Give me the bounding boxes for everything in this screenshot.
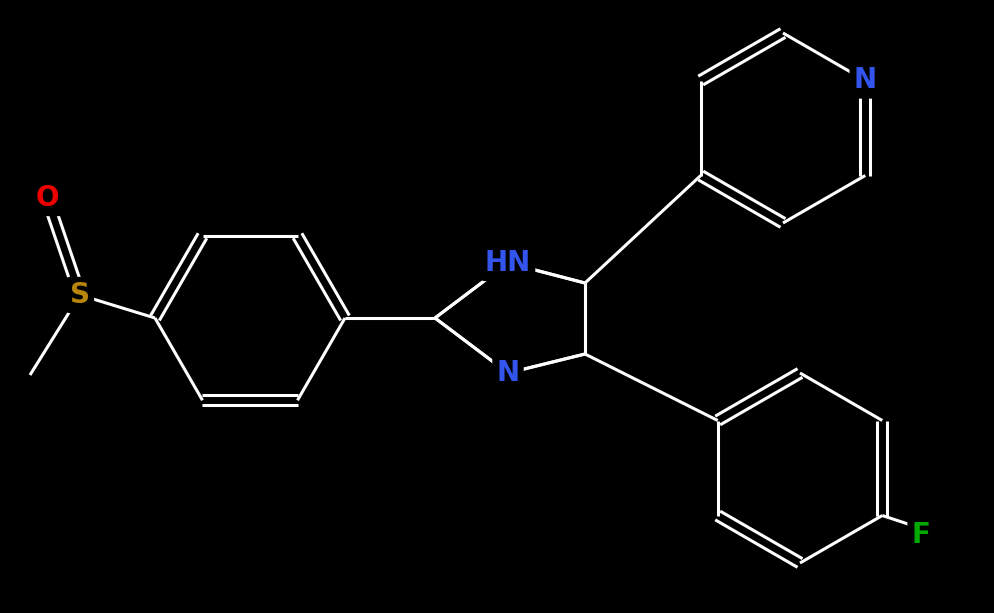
Text: O: O — [35, 184, 59, 212]
Text: HN: HN — [484, 249, 531, 277]
Text: N: N — [496, 359, 519, 387]
Text: N: N — [853, 66, 876, 94]
Text: F: F — [911, 521, 929, 549]
Text: S: S — [70, 281, 89, 309]
